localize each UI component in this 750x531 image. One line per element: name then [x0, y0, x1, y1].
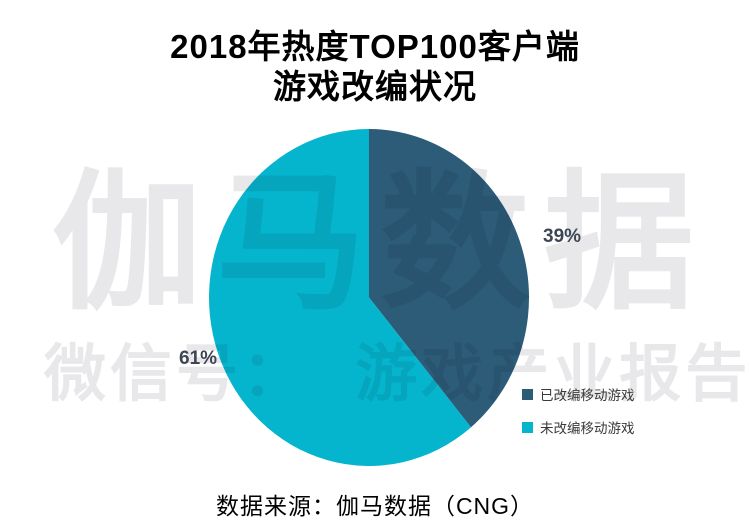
legend-item-adapted[interactable]: 已改编移动游戏: [522, 384, 635, 404]
chart-title-line2: 游戏改编状况: [273, 68, 477, 105]
legend-label-adapted: 已改编移动游戏: [540, 388, 635, 403]
legend-swatch-not-adapted-icon: [522, 421, 533, 433]
data-source-caption: 数据来源：伽马数据（CNG）: [215, 493, 535, 519]
pie-chart: [209, 129, 529, 466]
legend-swatch-adapted-icon: [522, 388, 533, 400]
legend-label-not-adapted: 未改编移动游戏: [540, 421, 635, 436]
pie-slice[interactable]: [369, 129, 529, 428]
legend-item-not-adapted[interactable]: 未改编移动游戏: [522, 417, 635, 437]
chart-legend: 已改编移动游戏 未改编移动游戏: [522, 384, 635, 437]
chart-title-line1: 2018年热度TOP100客户端: [170, 28, 580, 65]
data-label-not-adapted-pct: 61%: [179, 348, 218, 369]
pie-slice[interactable]: [209, 129, 471, 466]
data-label-adapted-pct: 39%: [543, 226, 582, 247]
